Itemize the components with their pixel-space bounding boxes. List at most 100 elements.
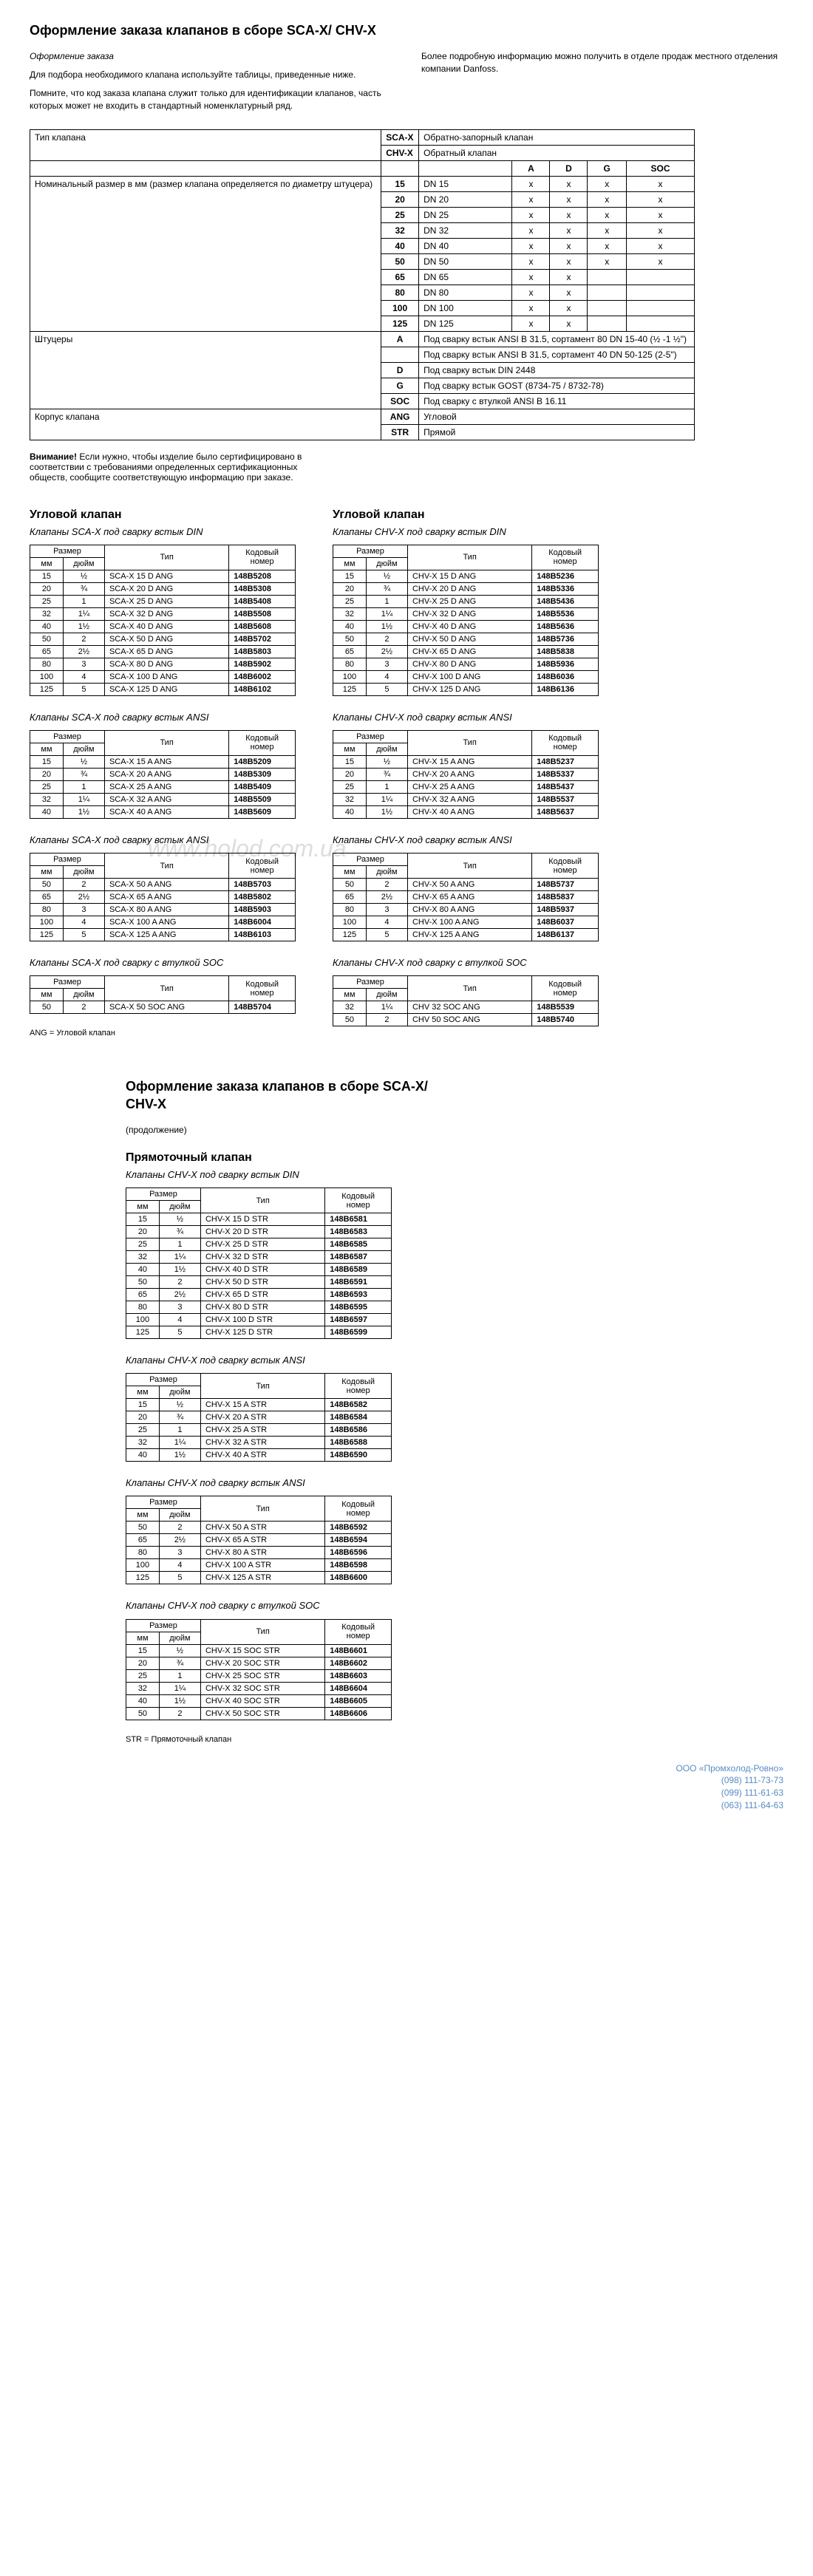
table-row: 401½CHV-X 40 SOC STR148B6605 [126, 1694, 392, 1707]
table-title: Клапаны CHV-X под сварку встык ANSI [333, 711, 599, 724]
table-row: 20¾SCA-X 20 D ANG148B5308 [30, 582, 296, 595]
table-row: 502SCA-X 50 D ANG148B5702 [30, 633, 296, 645]
table-row: 652½CHV-X 65 D ANG148B5838 [333, 645, 599, 658]
table-row: 20¾SCA-X 20 A ANG148B5309 [30, 768, 296, 780]
table-row: 652½CHV-X 65 A ANG148B5837 [333, 891, 599, 904]
table-row: 803CHV-X 80 D ANG148B5936 [333, 658, 599, 670]
part-table: РазмерТипКодовый номерммдюйм15½CHV-X 15 … [126, 1188, 392, 1339]
table-title: Клапаны SCA-X под сварку встык ANSI [30, 834, 296, 847]
part-table: РазмерТипКодовый номерммдюйм321¼CHV 32 S… [333, 975, 599, 1026]
page-title: Оформление заказа клапанов в сборе SCA-X… [30, 22, 783, 39]
contact-phone-2: (099) 111-61-63 [30, 1787, 783, 1799]
table-row: 803CHV-X 80 A ANG148B5937 [333, 904, 599, 916]
table-row: 321¼CHV-X 32 SOC STR148B6604 [126, 1682, 392, 1694]
table-title: Клапаны SCA-X под сварку с втулкой SOC [30, 956, 296, 970]
table-row: 251CHV-X 25 D STR148B6585 [126, 1238, 392, 1251]
part-table: РазмерТипКодовый номерммдюйм502SCA-X 50 … [30, 853, 296, 941]
table-title: Клапаны CHV-X под сварку с втулкой SOC [333, 956, 599, 970]
table-row: 1255SCA-X 125 D ANG148B6102 [30, 683, 296, 695]
part-table: РазмерТипКодовый номерммдюйм15½CHV-X 15 … [333, 545, 599, 696]
table-row: 652½CHV-X 65 A STR148B6594 [126, 1534, 392, 1547]
table-row: 502CHV-X 50 A ANG148B5737 [333, 879, 599, 891]
table-row: 251CHV-X 25 D ANG148B5436 [333, 595, 599, 607]
table-title: Клапаны SCA-X под сварку встык DIN [30, 525, 296, 539]
continued-sub: (продолжение) [126, 1124, 458, 1137]
intro-p1: Для подбора необходимого клапана использ… [30, 69, 392, 81]
contact-phone-1: (098) 111-73-73 [30, 1774, 783, 1787]
table-row: 401½SCA-X 40 A ANG148B5609 [30, 805, 296, 818]
table-row: 803SCA-X 80 D ANG148B5902 [30, 658, 296, 670]
table-row: 401½CHV-X 40 D STR148B6589 [126, 1264, 392, 1276]
angle-heading-left: Угловой клапан [30, 508, 296, 522]
contact-phone-3: (063) 111-64-63 [30, 1799, 783, 1812]
table-row: 1004SCA-X 100 D ANG148B6002 [30, 670, 296, 683]
table-row: 1004CHV-X 100 D STR148B6597 [126, 1314, 392, 1326]
table-title: Клапаны CHV-X под сварку встык DIN [126, 1168, 458, 1182]
table-row: 1004SCA-X 100 A ANG148B6004 [30, 916, 296, 929]
table-row: 502CHV-X 50 A STR148B6592 [126, 1522, 392, 1534]
intro-p2: Помните, что код заказа клапана служит т… [30, 87, 392, 112]
table-row: 803CHV-X 80 D STR148B6595 [126, 1301, 392, 1314]
part-table: РазмерТипКодовый номерммдюйм502CHV-X 50 … [333, 853, 599, 941]
intro-right: Более подробную информацию можно получит… [421, 50, 783, 75]
table-row: 1255CHV-X 125 D STR148B6599 [126, 1326, 392, 1339]
table-row: 803CHV-X 80 A STR148B6596 [126, 1547, 392, 1559]
table-row: 321¼CHV-X 32 D ANG148B5536 [333, 607, 599, 620]
table-row: 401½CHV-X 40 D ANG148B5636 [333, 620, 599, 633]
part-table: РазмерТипКодовый номерммдюйм15½CHV-X 15 … [333, 730, 599, 819]
table-row: 15½CHV-X 15 A STR148B6582 [126, 1399, 392, 1411]
table-title: Клапаны CHV-X под сварку встык ANSI [126, 1354, 458, 1367]
part-table: РазмерТипКодовый номерммдюйм502CHV-X 50 … [126, 1496, 392, 1584]
table-row: 15½CHV-X 15 D STR148B6581 [126, 1213, 392, 1226]
table-row: 251CHV-X 25 A ANG148B5437 [333, 780, 599, 793]
table-row: 401½CHV-X 40 A ANG148B5637 [333, 805, 599, 818]
table-row: 502SCA-X 50 A ANG148B5703 [30, 879, 296, 891]
table-row: 1004CHV-X 100 A STR148B6598 [126, 1559, 392, 1572]
table-title: Клапаны CHV-X под сварку встык ANSI [126, 1476, 458, 1490]
part-table: РазмерТипКодовый номерммдюйм15½CHV-X 15 … [126, 1619, 392, 1720]
part-table: РазмерТипКодовый номерммдюйм502SCA-X 50 … [30, 975, 296, 1014]
table-row: 321¼CHV-X 32 A STR148B6588 [126, 1437, 392, 1449]
table-row: 502SCA-X 50 SOC ANG148B5704 [30, 1001, 296, 1014]
part-table: РазмерТипКодовый номерммдюйм15½SCA-X 15 … [30, 545, 296, 696]
table-row: 502CHV-X 50 SOC STR148B6606 [126, 1707, 392, 1720]
table-title: Клапаны CHV-X под сварку встык ANSI [333, 834, 599, 847]
contact-company: ООО «Промхолод-Ровно» [30, 1762, 783, 1775]
table-title: Клапаны CHV-X под сварку встык DIN [333, 525, 599, 539]
legend-str: STR = Прямоточный клапан [126, 1735, 458, 1744]
table-row: 321¼CHV 32 SOC ANG148B5539 [333, 1001, 599, 1014]
table-row: 1255CHV-X 125 A ANG148B6137 [333, 929, 599, 941]
intro-columns: Оформление заказа Для подбора необходимо… [30, 50, 783, 117]
footer-contact: ООО «Промхолод-Ровно» (098) 111-73-73 (0… [30, 1762, 783, 1812]
table-row: 321¼SCA-X 32 A ANG148B5509 [30, 793, 296, 805]
intro-subtitle: Оформление заказа [30, 50, 392, 63]
legend-ang: ANG = Угловой клапан [30, 1029, 296, 1037]
table-row: 652½CHV-X 65 D STR148B6593 [126, 1289, 392, 1301]
table-title: Клапаны CHV-X под сварку с втулкой SOC [126, 1599, 458, 1612]
table-row: 652½SCA-X 65 A ANG148B5802 [30, 891, 296, 904]
table-row: 20¾CHV-X 20 D ANG148B5336 [333, 582, 599, 595]
table-row: 20¾CHV-X 20 SOC STR148B6602 [126, 1657, 392, 1669]
table-row: 1255CHV-X 125 D ANG148B6136 [333, 683, 599, 695]
table-row: 1004CHV-X 100 D ANG148B6036 [333, 670, 599, 683]
angle-heading-right: Угловой клапан [333, 508, 599, 522]
straight-heading: Прямоточный клапан [126, 1151, 458, 1165]
table-row: 502CHV-X 50 D ANG148B5736 [333, 633, 599, 645]
table-row: 652½SCA-X 65 D ANG148B5803 [30, 645, 296, 658]
table-row: 20¾CHV-X 20 D STR148B6583 [126, 1226, 392, 1238]
spec-table: Тип клапанаSCA-XОбратно-запорный клапанC… [30, 129, 695, 440]
attention-box: Внимание! Если нужно, чтобы изделие было… [30, 452, 325, 483]
table-row: 251CHV-X 25 A STR148B6586 [126, 1424, 392, 1437]
table-row: 20¾CHV-X 20 A ANG148B5337 [333, 768, 599, 780]
table-row: 1004CHV-X 100 A ANG148B6037 [333, 916, 599, 929]
attention-title: Внимание! [30, 452, 77, 462]
table-row: 321¼CHV-X 32 A ANG148B5537 [333, 793, 599, 805]
table-row: 401½SCA-X 40 D ANG148B5608 [30, 620, 296, 633]
table-row: 20¾CHV-X 20 A STR148B6584 [126, 1411, 392, 1424]
part-table: РазмерТипКодовый номерммдюйм15½CHV-X 15 … [126, 1373, 392, 1462]
table-row: 1255SCA-X 125 A ANG148B6103 [30, 929, 296, 941]
table-row: 321¼SCA-X 32 D ANG148B5508 [30, 607, 296, 620]
table-row: 502CHV-X 50 D STR148B6591 [126, 1276, 392, 1289]
table-row: 15½CHV-X 15 A ANG148B5237 [333, 755, 599, 768]
continued-title: Оформление заказа клапанов в сборе SCA-X… [126, 1078, 458, 1113]
